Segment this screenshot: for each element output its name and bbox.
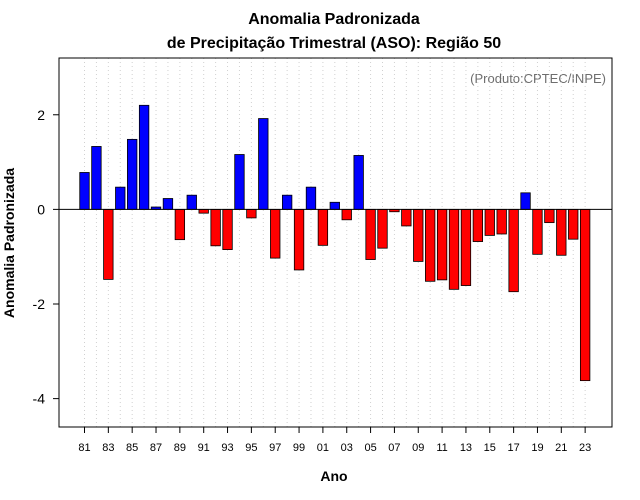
x-tick-label: 01	[317, 442, 329, 454]
bar	[246, 208, 257, 219]
y-tick-label: -2	[33, 296, 46, 312]
bar	[448, 208, 460, 290]
bar	[103, 208, 114, 280]
bar	[329, 201, 340, 210]
bar	[222, 208, 233, 250]
bar	[436, 208, 448, 281]
bar	[234, 154, 245, 210]
x-tick-label: 07	[388, 442, 400, 454]
x-tick-label: 13	[460, 442, 472, 454]
x-tick-label: 85	[126, 442, 138, 454]
x-tick-label: 89	[174, 442, 186, 454]
x-tick-label: 81	[78, 442, 90, 454]
bar	[79, 172, 90, 210]
x-tick-label: 17	[507, 442, 519, 454]
x-tick-label: 99	[293, 442, 305, 454]
bar	[520, 192, 531, 210]
bar	[91, 146, 102, 210]
bar	[138, 104, 150, 210]
product-credit: (Produto:CPTEC/INPE)	[470, 71, 606, 86]
bar	[210, 208, 221, 247]
x-tick-label: 21	[555, 442, 567, 454]
x-tick-label: 23	[579, 442, 591, 454]
bar	[365, 208, 376, 260]
bar	[544, 208, 555, 224]
axes-layer: -4 -2 0 2 81 83 85 87 89 91 93 95 97 99 01 03 05 07 09 11 13…	[33, 57, 613, 454]
bar	[401, 208, 412, 227]
bar	[198, 208, 209, 214]
plot-frame	[58, 57, 613, 428]
x-tick-label: 19	[531, 442, 543, 454]
bars-layer	[79, 104, 591, 382]
bar	[317, 208, 329, 246]
x-tick-label: 91	[198, 442, 210, 454]
x-tick-label: 97	[269, 442, 281, 454]
bar	[186, 194, 197, 210]
x-tick-label: 03	[341, 442, 353, 454]
bar	[305, 186, 317, 210]
y-tick-label: 0	[37, 201, 45, 217]
bar	[258, 118, 269, 210]
x-tick-label: 09	[412, 442, 424, 454]
bar	[413, 208, 424, 262]
chart-title: Anomalia Padronizada	[248, 11, 420, 28]
bar	[460, 208, 472, 286]
bar	[270, 208, 281, 259]
x-tick-label: 11	[436, 442, 447, 454]
bar	[568, 208, 579, 240]
bar	[532, 208, 543, 255]
x-tick-label: 93	[221, 442, 233, 454]
bar	[341, 208, 352, 221]
bar	[579, 208, 591, 382]
bar	[425, 208, 436, 282]
y-tick-label: -4	[33, 391, 46, 407]
bar	[115, 186, 126, 210]
y-tick-label: 2	[37, 107, 45, 123]
bar	[353, 155, 364, 210]
x-tick-label: 83	[102, 442, 114, 454]
y-axis-label: Anomalia Padronizada	[1, 168, 17, 318]
bar	[496, 208, 507, 235]
bar	[162, 198, 174, 210]
x-tick-label: 95	[245, 442, 257, 454]
x-tick-label: 05	[364, 442, 376, 454]
bar	[293, 208, 305, 271]
bar	[127, 138, 138, 210]
bar	[281, 194, 293, 210]
x-axis-label: Ano	[320, 468, 347, 484]
chart-subtitle: de Precipitação Trimestral (ASO): Região…	[167, 35, 501, 52]
bar	[508, 208, 519, 293]
bar	[472, 208, 484, 242]
x-tick-label: 87	[150, 442, 162, 454]
bar	[484, 208, 495, 236]
x-tick-label: 15	[484, 442, 496, 454]
bar	[174, 208, 186, 241]
bar	[377, 208, 388, 249]
bar	[556, 208, 567, 256]
